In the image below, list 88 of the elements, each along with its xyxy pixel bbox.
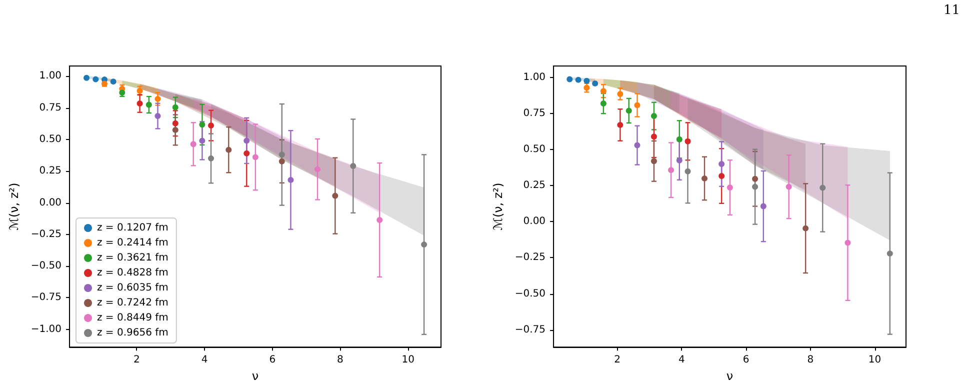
point: [376, 216, 383, 223]
y-tick-label: −0.50: [514, 288, 546, 300]
legend-label: z = 0.7242 fm: [97, 298, 168, 308]
y-tick-label: 0.75: [523, 108, 546, 120]
point: [244, 138, 250, 144]
legend-label: z = 0.8449 fm: [97, 312, 168, 324]
point: [110, 78, 116, 85]
y-tick-label: 0.00: [39, 197, 62, 208]
y-tick-label: 1.00: [523, 72, 546, 84]
x-tick-label: 2: [134, 354, 140, 366]
point: [600, 100, 606, 106]
x-tick-label: 4: [201, 354, 208, 366]
x-axis-title: ν: [252, 369, 259, 383]
point: [634, 142, 640, 148]
point: [617, 122, 624, 128]
point: [278, 158, 285, 164]
x-tick-label: 2: [614, 354, 620, 366]
point: [314, 166, 321, 172]
point: [702, 175, 708, 182]
y-tick-label: 0.75: [39, 102, 62, 114]
point: [650, 113, 657, 120]
point: [244, 150, 250, 156]
point: [208, 155, 214, 162]
point: [84, 74, 90, 81]
point: [752, 176, 758, 182]
y-tick-label: 0.00: [523, 216, 546, 228]
point: [726, 184, 733, 191]
x-axis-title: ν: [726, 369, 734, 383]
point: [668, 167, 674, 174]
point: [752, 184, 758, 190]
point: [592, 80, 598, 86]
point: [584, 84, 590, 91]
x-tick-label: 6: [269, 354, 276, 366]
point: [92, 76, 99, 82]
y-tick-label: 0.50: [523, 144, 546, 156]
point: [802, 225, 809, 232]
point: [421, 242, 428, 248]
point: [820, 184, 826, 191]
y-axis-title: ℳ(ν, z²): [7, 182, 21, 230]
x-tick-label: 10: [868, 354, 882, 366]
y-tick-label: 1.00: [39, 70, 62, 82]
x-tick-label: 8: [337, 354, 344, 366]
y-tick-label: −0.25: [30, 228, 62, 240]
point: [634, 102, 640, 108]
point: [172, 126, 178, 133]
legend-label: z = 0.4828 fm: [97, 268, 168, 278]
legend-label: z = 0.3621 fm: [97, 252, 168, 264]
y-tick-label: −1.00: [30, 324, 62, 335]
point: [886, 250, 893, 257]
point: [844, 240, 851, 246]
point: [760, 203, 766, 210]
point: [786, 184, 792, 190]
point: [566, 76, 573, 82]
point: [350, 163, 356, 170]
point: [226, 146, 232, 153]
point: [172, 120, 178, 126]
legend-label: z = 0.6035 fm: [97, 282, 168, 294]
y-tick-label: −0.25: [514, 252, 546, 264]
point: [154, 113, 161, 120]
point: [252, 154, 258, 160]
point: [278, 152, 285, 158]
point: [146, 102, 152, 108]
y-axis-title: ℳ(ν, z²): [491, 182, 505, 230]
point: [684, 168, 691, 174]
point: [332, 192, 338, 199]
point: [718, 172, 725, 179]
point: [718, 161, 725, 168]
y-tick-label: −0.50: [30, 260, 62, 272]
y-tick-label: −0.75: [30, 292, 62, 304]
point: [288, 176, 294, 183]
x-tick-label: 6: [742, 354, 750, 366]
y-tick-label: 0.25: [39, 166, 62, 177]
legend-label: z = 0.1207 fm: [97, 222, 168, 234]
point: [190, 141, 196, 148]
x-tick-label: 8: [807, 354, 814, 366]
point: [575, 76, 582, 83]
y-tick-label: 0.50: [39, 134, 62, 145]
x-tick-label: 10: [402, 354, 414, 366]
y-tick-label: 0.25: [523, 180, 546, 192]
text: 11: [943, 3, 960, 18]
point: [208, 122, 214, 129]
point: [617, 90, 624, 97]
y-tick-label: −0.75: [514, 324, 546, 336]
x-tick-label: 4: [678, 354, 685, 366]
legend-label: z = 0.2414 fm: [97, 238, 168, 248]
point: [136, 100, 143, 106]
legend-label: z = 0.9656 fm: [97, 328, 168, 338]
point: [626, 108, 632, 114]
